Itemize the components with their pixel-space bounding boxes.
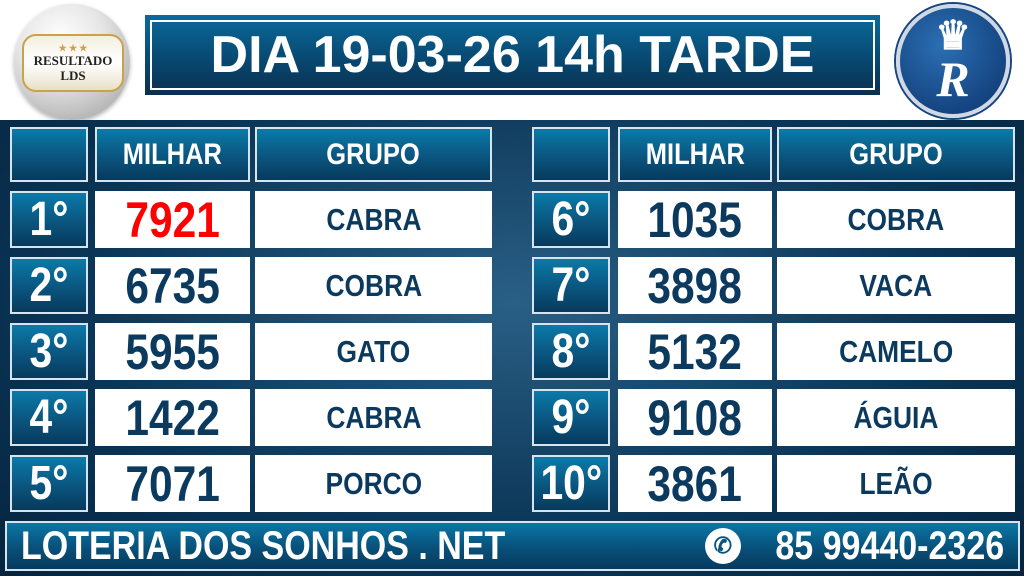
rank-cell: 1° bbox=[10, 191, 88, 248]
milhar-cell-text: 7071 bbox=[125, 455, 220, 512]
rank-cell: 7° bbox=[532, 257, 610, 314]
rank-cell: 5° bbox=[10, 455, 88, 512]
rank-cell: 2° bbox=[10, 257, 88, 314]
header-milhar-text: MILHAR bbox=[645, 137, 745, 171]
grupo-cell-text: CABRA bbox=[325, 399, 422, 435]
milhar-cell: 1422 bbox=[95, 389, 250, 446]
rank-cell: 4° bbox=[10, 389, 88, 446]
grupo-cell-text: LEÃO bbox=[859, 465, 933, 501]
milhar-cell-text: 5955 bbox=[125, 323, 220, 380]
grupo-cell-text: ÁGUIA bbox=[853, 399, 939, 435]
logo-text-1: RESULTADO bbox=[33, 53, 113, 68]
grupo-cell: PORCO bbox=[255, 455, 492, 512]
milhar-cell: 5955 bbox=[95, 323, 250, 380]
milhar-cell-text: 3861 bbox=[647, 455, 743, 512]
milhar-cell: 5132 bbox=[618, 323, 772, 380]
header-rank-blank bbox=[10, 127, 88, 182]
milhar-cell-text: 5132 bbox=[647, 323, 743, 380]
title-banner: DIA 19-03-26 14h TARDE bbox=[145, 15, 880, 95]
milhar-cell-text: 9108 bbox=[647, 389, 743, 446]
grupo-cell: GATO bbox=[255, 323, 492, 380]
grupo-cell: CAMELO bbox=[777, 323, 1015, 380]
grupo-cell: VACA bbox=[777, 257, 1015, 314]
grupo-cell-text: GATO bbox=[336, 333, 411, 369]
header-milhar: MILHAR bbox=[95, 127, 250, 182]
phone-number: 85 99440-2326 bbox=[775, 523, 1004, 568]
milhar-cell: 7071 bbox=[95, 455, 250, 512]
footer-banner: LOTERIA DOS SONHOS . NET ✆ 85 99440-2326 bbox=[5, 521, 1020, 571]
rank-cell-text: 2° bbox=[29, 259, 69, 312]
milhar-cell: 6735 bbox=[95, 257, 250, 314]
grupo-cell: CABRA bbox=[255, 389, 492, 446]
grupo-cell-text: COBRA bbox=[847, 201, 945, 237]
header-grupo-text: GRUPO bbox=[849, 137, 943, 171]
milhar-cell: 3898 bbox=[618, 257, 772, 314]
logo-letter: R bbox=[936, 51, 970, 107]
milhar-cell-text: 7921 bbox=[125, 191, 220, 248]
grupo-cell-text: CAMELO bbox=[838, 333, 954, 369]
milhar-cell: 1035 bbox=[618, 191, 772, 248]
grupo-cell: COBRA bbox=[777, 191, 1015, 248]
milhar-cell-text: 1035 bbox=[647, 191, 743, 248]
header-milhar: MILHAR bbox=[618, 127, 772, 182]
rank-cell-text: 7° bbox=[551, 259, 591, 312]
grupo-cell-text: PORCO bbox=[325, 465, 422, 501]
grupo-cell-text: CABRA bbox=[325, 201, 422, 237]
header-grupo: GRUPO bbox=[255, 127, 492, 182]
header-grupo-text: GRUPO bbox=[326, 137, 421, 171]
rank-cell-text: 10° bbox=[540, 457, 602, 510]
whatsapp-icon: ✆ bbox=[704, 528, 741, 564]
grupo-cell: COBRA bbox=[255, 257, 492, 314]
rank-cell: 9° bbox=[532, 389, 610, 446]
header-grupo: GRUPO bbox=[777, 127, 1015, 182]
stars-icon: ★ ★ ★ bbox=[58, 43, 88, 53]
crown-icon: ♛ bbox=[935, 14, 971, 58]
rank-cell-text: 5° bbox=[29, 457, 69, 510]
page-title: DIA 19-03-26 14h TARDE bbox=[210, 26, 815, 84]
milhar-cell: 3861 bbox=[618, 455, 772, 512]
milhar-cell-text: 3898 bbox=[647, 257, 743, 314]
rei-logo: ♛ R bbox=[896, 4, 1010, 118]
grupo-cell: LEÃO bbox=[777, 455, 1015, 512]
grupo-cell-text: COBRA bbox=[325, 267, 422, 303]
rank-cell-text: 3° bbox=[29, 325, 69, 378]
milhar-cell: 7921 bbox=[95, 191, 250, 248]
rank-cell-text: 6° bbox=[551, 193, 591, 246]
header-milhar-text: MILHAR bbox=[122, 137, 223, 171]
milhar-cell-text: 6735 bbox=[125, 257, 220, 314]
site-name: LOTERIA DOS SONHOS . NET bbox=[21, 523, 506, 568]
grupo-cell: ÁGUIA bbox=[777, 389, 1015, 446]
milhar-cell-text: 1422 bbox=[125, 389, 220, 446]
rank-cell: 6° bbox=[532, 191, 610, 248]
rank-cell: 10° bbox=[532, 455, 610, 512]
resultado-lds-logo: ★ ★ ★ RESULTADO LDS bbox=[14, 4, 130, 120]
rank-cell-text: 4° bbox=[29, 391, 69, 444]
header-rank-blank bbox=[532, 127, 610, 182]
rank-cell-text: 9° bbox=[551, 391, 591, 444]
rank-cell: 8° bbox=[532, 323, 610, 380]
rank-cell-text: 8° bbox=[551, 325, 591, 378]
grupo-cell-text: VACA bbox=[859, 267, 933, 303]
rank-cell: 3° bbox=[10, 323, 88, 380]
grupo-cell: CABRA bbox=[255, 191, 492, 248]
milhar-cell: 9108 bbox=[618, 389, 772, 446]
rank-cell-text: 1° bbox=[29, 193, 69, 246]
logo-text-2: LDS bbox=[60, 68, 86, 83]
